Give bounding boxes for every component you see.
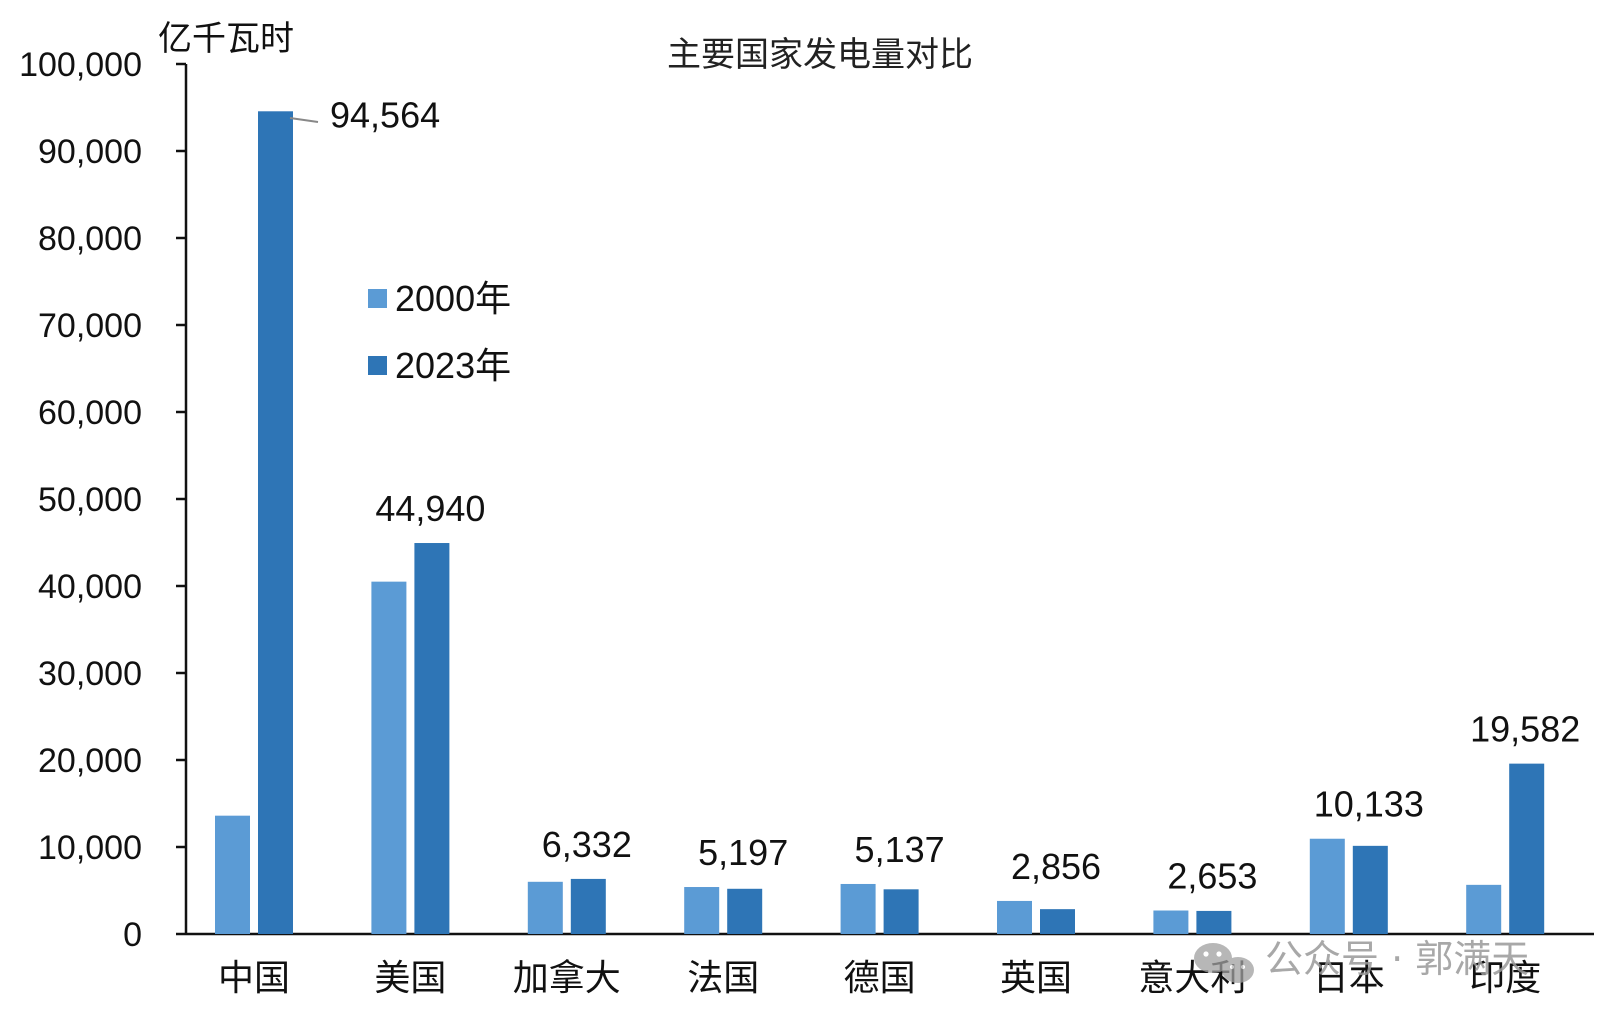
y-tick-label: 90,000 <box>38 133 142 171</box>
legend-label-2000: 2000年 <box>395 278 511 319</box>
y-tick-label: 50,000 <box>38 481 142 519</box>
category-label: 中国 <box>218 958 290 999</box>
category-label: 法国 <box>687 958 759 999</box>
wechat-icon <box>1194 943 1254 983</box>
bar-2023 <box>1352 845 1388 934</box>
category-label: 印度 <box>1469 958 1541 999</box>
legend-swatch-2000 <box>368 289 387 308</box>
bar-2000 <box>840 883 876 934</box>
legend-label-2023: 2023年 <box>395 345 511 386</box>
bar-2000 <box>527 881 563 934</box>
category-label: 加拿大 <box>513 958 621 999</box>
y-tick-label: 40,000 <box>38 568 142 606</box>
y-tick-label: 100,000 <box>19 46 142 84</box>
y-axis-ticks: 0 10,000 20,000 30,000 40,000 50,000 60,000 70,… <box>19 46 186 954</box>
bar-2023 <box>414 543 450 934</box>
y-tick-label: 20,000 <box>38 742 142 780</box>
bar-2023 <box>258 111 293 934</box>
bar-2023 <box>1196 910 1232 934</box>
bar-2000 <box>1466 884 1502 934</box>
bar-2023 <box>1040 909 1075 934</box>
bar-2023 <box>1509 763 1545 934</box>
category-label: 德国 <box>844 958 916 999</box>
y-tick-label: 60,000 <box>38 394 142 432</box>
bar-2000 <box>1309 838 1345 934</box>
category-label: 英国 <box>1000 958 1072 999</box>
y-tick-label: 0 <box>123 916 142 954</box>
bar-2000 <box>997 900 1032 934</box>
china-label-leader-line <box>289 117 319 123</box>
y-tick-label: 30,000 <box>38 655 142 693</box>
bars-group <box>215 111 1545 934</box>
bar-2023 <box>570 878 606 934</box>
data-label: 5,137 <box>855 829 945 870</box>
bar-2023 <box>883 889 919 934</box>
category-label: 日本 <box>1313 958 1385 999</box>
category-labels-group: 中国 美国 加拿大 法国 德国 英国 意大利 日本 印度 <box>218 958 1541 999</box>
data-label: 19,582 <box>1470 709 1580 750</box>
bar-2000 <box>371 581 407 934</box>
watermark-text: 公众号 · 郭满天 <box>1265 937 1529 981</box>
bar-2000 <box>684 887 720 934</box>
bar-2023 <box>727 888 763 934</box>
bar-2000 <box>1153 910 1189 934</box>
y-tick-label: 10,000 <box>38 829 142 867</box>
legend: 2000年 2023年 <box>368 278 511 386</box>
data-label: 2,653 <box>1167 856 1257 897</box>
data-label: 6,332 <box>542 824 632 865</box>
data-label: 5,197 <box>698 832 788 873</box>
data-label: 10,133 <box>1314 784 1424 825</box>
legend-swatch-2023 <box>368 356 387 375</box>
data-labels-group: 94,564 44,940 6,332 5,197 5,137 2,856 2,653 10,… <box>330 94 1580 896</box>
chart-title: 主要国家发电量对比 <box>667 35 973 75</box>
y-tick-label: 70,000 <box>38 307 142 345</box>
y-tick-label: 80,000 <box>38 220 142 258</box>
data-label: 44,940 <box>375 488 485 529</box>
watermark: 公众号 · 郭满天 <box>1194 937 1529 983</box>
y-axis-unit: 亿千瓦时 <box>158 19 294 59</box>
bar-2000 <box>215 815 250 934</box>
data-label: 94,564 <box>330 94 440 135</box>
data-label: 2,856 <box>1011 846 1101 887</box>
category-label: 美国 <box>374 958 446 999</box>
